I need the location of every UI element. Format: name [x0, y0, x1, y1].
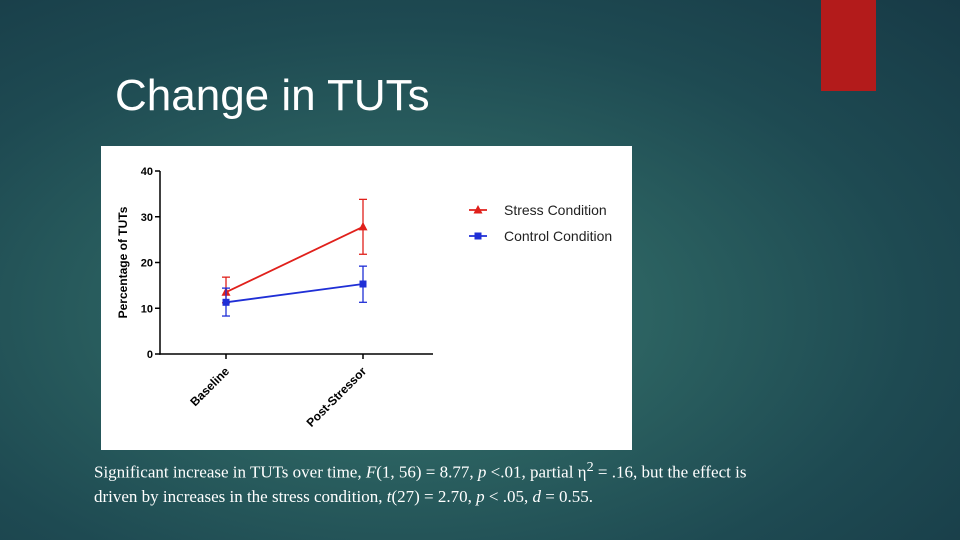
y-tick-label: 10	[141, 303, 153, 315]
legend-marker	[473, 205, 483, 214]
data-point	[359, 280, 367, 288]
data-point	[358, 221, 368, 231]
caption-text: = .16, but the effect is	[593, 462, 747, 482]
caption-text: driven by increases in the stress condit…	[94, 486, 387, 506]
caption-text: Significant increase in TUTs over time,	[94, 462, 366, 482]
series-line	[225, 283, 364, 304]
slide-title: Change in TUTs	[115, 71, 430, 120]
caption: Significant increase in TUTs over time, …	[94, 455, 894, 509]
y-tick-label: 20	[141, 258, 153, 270]
caption-stat-symbol: t	[386, 486, 392, 506]
x-tick-label: Post-Stressor	[304, 364, 370, 430]
series-line	[225, 226, 364, 294]
line-chart: 0 10 20 30 40 Percentage of TUTs Baseline Post-…	[116, 166, 612, 430]
caption-text: < .05,	[484, 486, 533, 506]
y-tick-label: 40	[141, 166, 153, 178]
caption-stat-symbol: F	[365, 462, 377, 482]
legend-label: Control Condition	[504, 228, 612, 244]
caption-text: <.01, partial η	[486, 462, 587, 482]
caption-text: = 0.55.	[540, 486, 594, 506]
legend-label: Stress Condition	[504, 202, 607, 218]
y-tick-label: 30	[141, 212, 153, 224]
caption-superscript: 2	[586, 459, 594, 475]
caption-stat-symbol: p	[476, 486, 485, 506]
caption-text: (27) = 2.70,	[391, 486, 477, 506]
accent-bar	[821, 0, 876, 91]
x-tick-label: Baseline	[187, 364, 232, 409]
legend-marker	[474, 232, 482, 240]
caption-text: (1, 56) = 8.77,	[376, 462, 478, 482]
data-point	[222, 298, 230, 306]
chart-panel: 0 10 20 30 40 Percentage of TUTs Baseline Post-…	[101, 146, 632, 450]
y-tick-label: 0	[147, 349, 153, 361]
caption-stat-symbol: d	[532, 486, 541, 506]
y-axis-label: Percentage of TUTs	[116, 206, 130, 318]
caption-stat-symbol: p	[477, 462, 487, 482]
